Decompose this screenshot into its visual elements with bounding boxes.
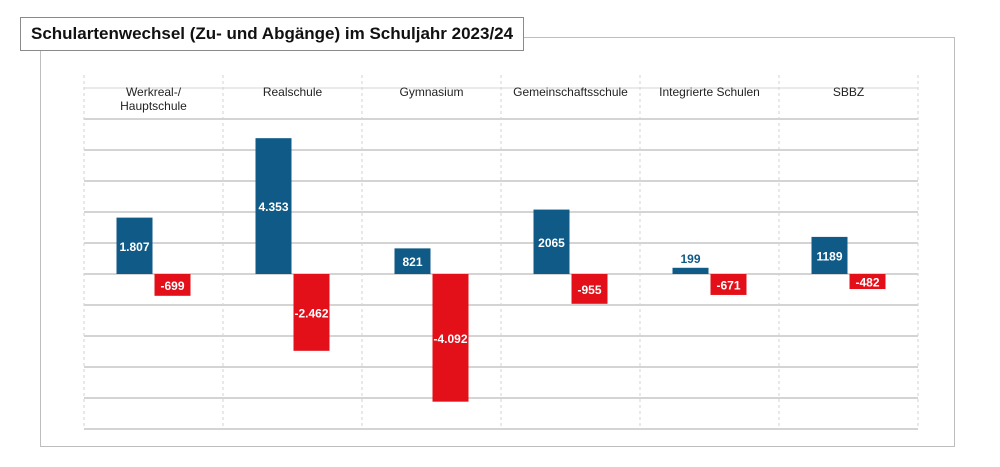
category-label: Realschule (263, 85, 323, 99)
bar-zugang (394, 248, 431, 274)
bar-abgang (293, 274, 330, 351)
category-label: Werkreal-/Hauptschule (120, 85, 187, 113)
data-label-zugang: 1.807 (119, 240, 149, 254)
bar-zugang (533, 209, 570, 274)
data-label-zugang: 1189 (816, 249, 842, 263)
bar-abgang (710, 274, 747, 295)
data-label-abgang: -955 (577, 283, 601, 297)
category-label: Gemeinschaftsschule (513, 85, 628, 99)
data-label-zugang: 199 (680, 252, 700, 266)
chart-title: Schulartenwechsel (Zu- und Abgänge) im S… (20, 17, 525, 51)
data-label-abgang: -482 (855, 276, 879, 290)
bar-abgang (849, 274, 886, 290)
data-label-abgang: -2.462 (294, 306, 328, 320)
category-label: Gymnasium (399, 85, 463, 99)
bar-zugang (672, 267, 709, 274)
bar-zugang (811, 236, 848, 274)
data-label-zugang: 4.353 (258, 200, 288, 214)
category-label: Integrierte Schulen (659, 85, 760, 99)
bar-abgang (432, 274, 469, 402)
data-label-zugang: 821 (402, 255, 422, 269)
data-label-zugang: 2065 (538, 236, 565, 250)
bar-zugang (255, 138, 292, 274)
bar-abgang (571, 274, 608, 304)
data-label-abgang: -699 (160, 279, 184, 293)
chart-frame (40, 37, 955, 447)
data-label-abgang: -671 (716, 278, 740, 292)
data-label-abgang: -4.092 (433, 332, 467, 346)
category-label: SBBZ (833, 85, 864, 99)
bar-zugang (116, 217, 153, 274)
bar-abgang (154, 274, 191, 296)
